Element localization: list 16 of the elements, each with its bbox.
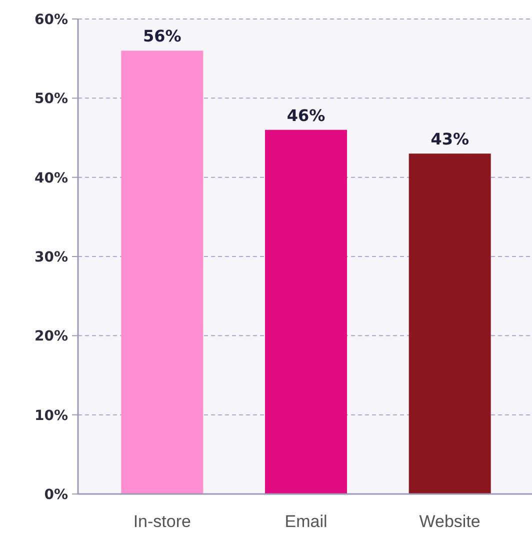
data-label: 43% [430,130,469,149]
x-tick-label: Website [419,512,480,531]
data-label: 56% [143,26,182,46]
y-tick-label: 20% [34,328,68,345]
y-tick-label: 60% [34,12,68,28]
x-tick-label: Email [284,512,328,531]
y-tick-label: 50% [34,91,68,108]
y-tick-label: 0% [44,487,68,503]
bar [265,130,347,494]
y-tick-label: 10% [34,408,68,424]
x-tick-label: In-store [133,512,191,531]
bar [408,154,491,494]
y-tick-label: 40% [34,170,68,186]
bar [121,50,204,494]
data-label: 46% [286,106,326,125]
y-tick-label: 30% [34,250,68,266]
